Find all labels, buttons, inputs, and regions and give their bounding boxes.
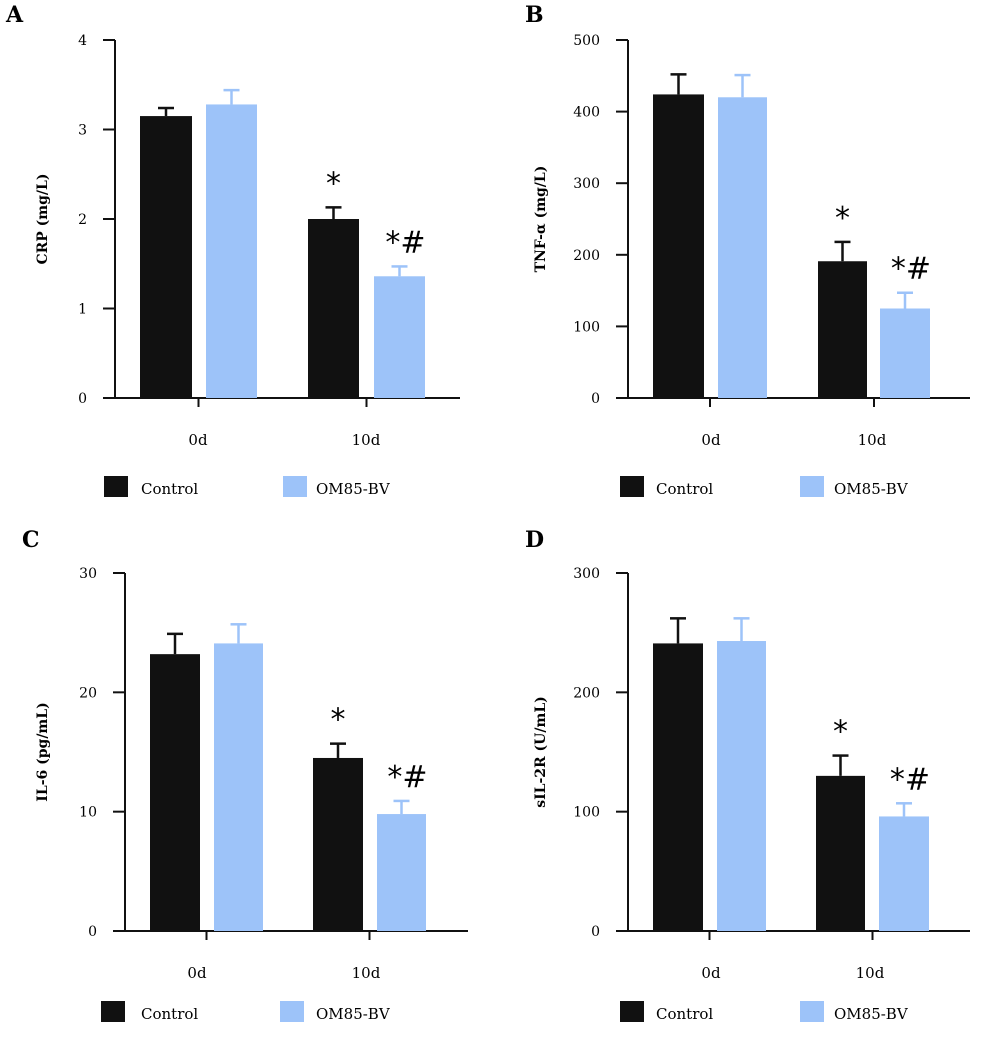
- legend-label: OM85-BV: [834, 480, 909, 498]
- panel-letter: A: [5, 2, 24, 28]
- panel-letter: B: [525, 2, 544, 28]
- legend-label: OM85-BV: [834, 1005, 909, 1023]
- y-tick-label: 4: [78, 33, 87, 49]
- x-tick-label: 0d: [701, 431, 721, 449]
- y-tick-label: 0: [88, 924, 97, 940]
- panel-letter: D: [525, 527, 544, 553]
- legend-label: Control: [656, 480, 713, 498]
- control-bar-10d: [818, 261, 867, 398]
- y-tick-label: 20: [79, 685, 97, 701]
- x-tick-label: 10d: [858, 431, 887, 449]
- x-tick-label: 10d: [352, 964, 381, 982]
- y-tick-label: 3: [78, 123, 87, 139]
- legend-swatch: [101, 1001, 125, 1022]
- control-bar-10d: [308, 219, 359, 398]
- legend-label: Control: [656, 1005, 713, 1023]
- significance-marker: *: [331, 703, 346, 738]
- y-tick-label: 300: [573, 176, 600, 192]
- y-tick-label: 1: [78, 302, 87, 318]
- control-bar-0d: [150, 654, 200, 931]
- control-bar-0d: [653, 94, 704, 398]
- significance-marker: *#: [387, 760, 427, 795]
- x-tick-label: 0d: [701, 964, 721, 982]
- legend-label: Control: [141, 480, 198, 498]
- control-bar-10d: [816, 775, 865, 931]
- significance-marker: *: [835, 201, 850, 236]
- y-tick-label: 0: [591, 391, 600, 407]
- legend-swatch: [620, 1001, 644, 1022]
- legend-label: Control: [141, 1005, 198, 1023]
- om85-bv-bar-0d: [206, 104, 257, 398]
- om85-bv-bar-10d: [377, 814, 426, 931]
- x-tick-label: 10d: [352, 431, 381, 449]
- y-tick-label: 400: [573, 105, 600, 121]
- significance-marker: *: [326, 166, 341, 201]
- om85-bv-bar-0d: [718, 97, 767, 398]
- control-bar-0d: [140, 116, 192, 398]
- significance-marker: *#: [385, 225, 425, 260]
- y-axis-label: sIL-2R (U/mL): [533, 696, 549, 808]
- legend-swatch: [800, 476, 824, 497]
- y-axis-label: TNF-α (mg/L): [533, 166, 549, 273]
- om85-bv-bar-0d: [717, 641, 766, 931]
- y-tick-label: 10: [79, 805, 97, 821]
- y-tick-label: 0: [78, 391, 87, 407]
- legend-swatch: [620, 476, 644, 497]
- chart-panel-a: A CRP (mg/L) 0 1 2 3 4 0d 10d * *# Control OM85-BV: [5, 2, 460, 498]
- control-bar-0d: [653, 643, 703, 931]
- om85-bv-bar-0d: [214, 643, 263, 931]
- x-tick-label: 10d: [856, 964, 885, 982]
- legend-swatch: [104, 476, 128, 497]
- control-bar-10d: [313, 757, 363, 931]
- legend-swatch: [283, 476, 307, 497]
- y-tick-label: 100: [573, 319, 600, 335]
- om85-bv-bar-10d: [879, 816, 929, 931]
- y-tick-label: 200: [573, 248, 600, 264]
- y-tick-label: 200: [573, 685, 600, 701]
- om85-bv-bar-10d: [880, 308, 930, 398]
- legend-swatch: [800, 1001, 824, 1022]
- y-tick-label: 300: [573, 566, 600, 582]
- y-tick-label: 0: [591, 924, 600, 940]
- panel-letter: C: [22, 527, 40, 553]
- y-tick-label: 500: [573, 33, 600, 49]
- significance-marker: *#: [891, 252, 931, 287]
- chart-panel-b: B TNF-α (mg/L) 0 100 200 300 400 500 0d 10d * *# Con…: [525, 2, 970, 498]
- legend-label: OM85-BV: [316, 480, 391, 498]
- x-tick-label: 0d: [187, 964, 207, 982]
- y-tick-label: 2: [78, 212, 87, 228]
- significance-marker: *: [833, 715, 848, 750]
- significance-marker: *#: [890, 762, 930, 797]
- legend-swatch: [280, 1001, 304, 1022]
- x-tick-label: 0d: [188, 431, 208, 449]
- y-tick-label: 30: [79, 566, 97, 582]
- y-axis-label: IL-6 (pg/mL): [35, 702, 51, 801]
- y-tick-label: 100: [573, 805, 600, 821]
- y-axis-label: CRP (mg/L): [35, 174, 51, 265]
- legend-label: OM85-BV: [316, 1005, 391, 1023]
- chart-panel-c: C IL-6 (pg/mL) 0 10 20 30 0d 10d * *# Control OM85-…: [22, 527, 468, 1023]
- om85-bv-bar-10d: [374, 276, 425, 398]
